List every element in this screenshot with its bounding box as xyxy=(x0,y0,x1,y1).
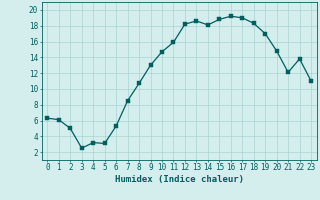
X-axis label: Humidex (Indice chaleur): Humidex (Indice chaleur) xyxy=(115,175,244,184)
